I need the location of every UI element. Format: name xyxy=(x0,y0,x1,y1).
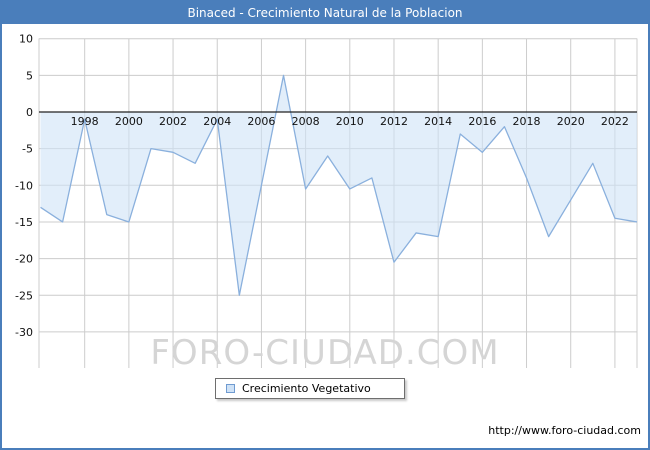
watermark: FORO-CIUDAD.COM xyxy=(150,333,500,373)
svg-text:-20: -20 xyxy=(15,253,33,266)
svg-text:2008: 2008 xyxy=(292,115,320,128)
svg-text:1998: 1998 xyxy=(71,115,99,128)
legend[interactable]: Crecimiento Vegetativo xyxy=(215,378,405,399)
svg-text:-5: -5 xyxy=(22,143,33,156)
svg-text:10: 10 xyxy=(19,33,33,46)
svg-text:2022: 2022 xyxy=(601,115,629,128)
svg-text:2000: 2000 xyxy=(115,115,143,128)
svg-text:2016: 2016 xyxy=(468,115,496,128)
svg-text:-10: -10 xyxy=(15,179,33,192)
site-url-link[interactable]: http://www.foro-ciudad.com xyxy=(488,424,641,437)
legend-label: Crecimiento Vegetativo xyxy=(242,382,371,395)
svg-text:2006: 2006 xyxy=(247,115,275,128)
legend-swatch xyxy=(226,384,235,393)
svg-text:5: 5 xyxy=(26,69,33,82)
svg-text:-30: -30 xyxy=(15,326,33,339)
svg-text:2020: 2020 xyxy=(557,115,585,128)
svg-text:0: 0 xyxy=(26,106,33,119)
svg-text:2018: 2018 xyxy=(513,115,541,128)
chart-title-bar: Binaced - Crecimiento Natural de la Pobl… xyxy=(2,2,648,24)
svg-text:2010: 2010 xyxy=(336,115,364,128)
chart-title: Binaced - Crecimiento Natural de la Pobl… xyxy=(187,6,463,20)
svg-text:2012: 2012 xyxy=(380,115,408,128)
svg-text:-25: -25 xyxy=(15,289,33,302)
svg-text:2002: 2002 xyxy=(159,115,187,128)
svg-text:-15: -15 xyxy=(15,216,33,229)
svg-text:2004: 2004 xyxy=(203,115,231,128)
svg-text:2014: 2014 xyxy=(424,115,452,128)
